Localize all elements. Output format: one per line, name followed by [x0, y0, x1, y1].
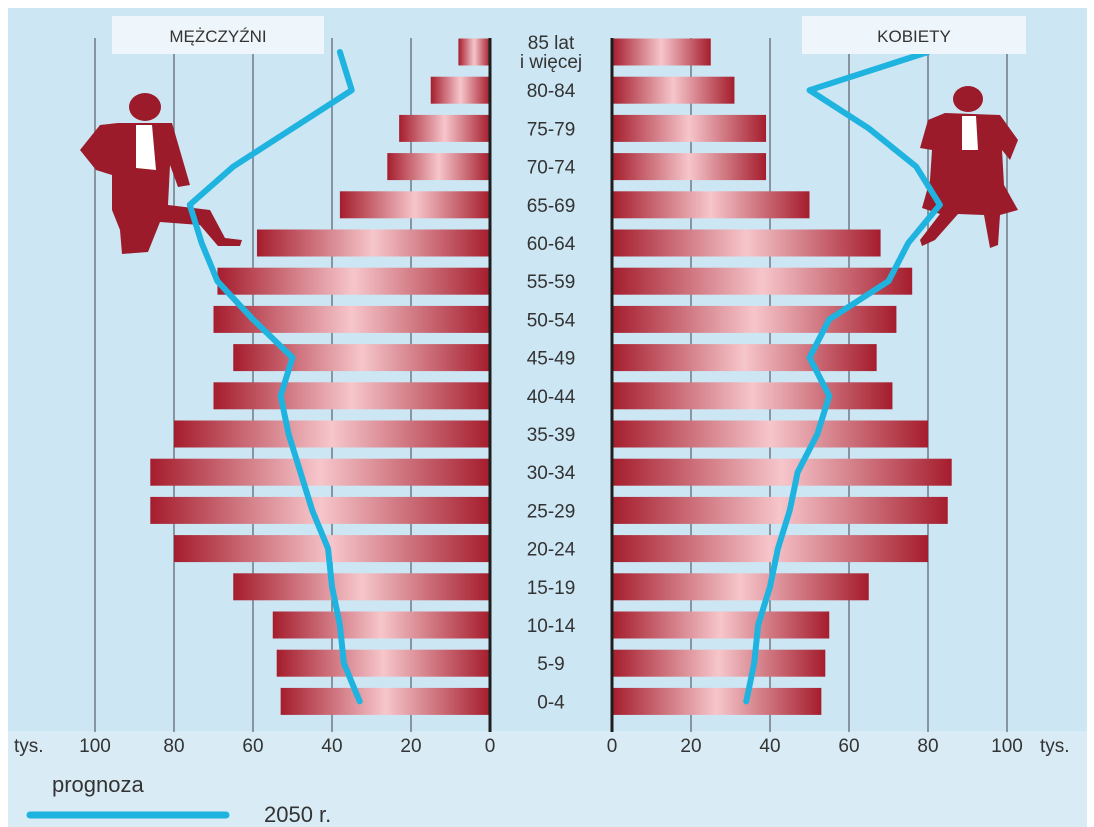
female-header: KOBIETY: [877, 27, 951, 46]
woman-figure-icon: [920, 86, 1018, 248]
age-label: 40-44: [527, 387, 576, 408]
x-tick-label-male: 20: [400, 736, 421, 757]
bar-male: [458, 38, 490, 66]
age-label: 70-74: [527, 158, 576, 179]
bar-female: [612, 267, 913, 295]
age-label: 85 lat: [528, 33, 575, 54]
bar-female: [612, 76, 735, 104]
age-label: 35-39: [527, 425, 576, 446]
bar-male: [272, 611, 490, 639]
age-label: 65-69: [527, 196, 576, 217]
x-tick-label-female: 20: [680, 736, 701, 757]
x-unit-right: tys.: [1040, 736, 1070, 757]
bar-female: [612, 229, 881, 257]
bar-male: [150, 496, 491, 524]
bar-female: [612, 191, 810, 219]
bar-male: [150, 458, 491, 486]
male-header: MĘŻCZYŹNI: [169, 27, 266, 46]
bar-female: [612, 496, 948, 524]
x-tick-label-male: 80: [163, 736, 184, 757]
age-label-line2: i więcej: [520, 52, 582, 73]
x-tick-label-female: 60: [838, 736, 859, 757]
age-label: 0-4: [537, 692, 565, 713]
bar-female: [612, 611, 830, 639]
bar-female: [612, 535, 928, 563]
age-label: 5-9: [537, 654, 564, 675]
bar-female: [612, 344, 877, 372]
axes: [488, 38, 614, 732]
bar-male: [217, 267, 490, 295]
x-tick-label-male: 0: [485, 736, 496, 757]
age-label: 75-79: [527, 119, 576, 140]
age-label: 45-49: [527, 349, 576, 370]
bar-male: [256, 229, 490, 257]
age-label: 55-59: [527, 272, 576, 293]
bar-female: [612, 687, 822, 715]
bar-male: [174, 535, 490, 563]
age-label: 60-64: [527, 234, 576, 255]
bar-male: [233, 344, 490, 372]
legend: prognoza 2050 r.: [26, 772, 331, 827]
forecast-line-female: [743, 49, 943, 705]
bar-male: [387, 153, 490, 181]
x-tick-labels: 100 80 60 40 20 0 0 20 40 60 80 100: [79, 736, 1023, 757]
forecast-lines: [186, 49, 943, 705]
bar-male: [174, 420, 490, 448]
bar-male: [276, 649, 490, 677]
bar-male: [213, 382, 490, 410]
age-label: 15-19: [527, 578, 576, 599]
x-tick-label-female: 0: [607, 736, 618, 757]
bar-female: [612, 573, 869, 601]
age-label: 10-14: [527, 616, 576, 637]
x-tick-label-male: 100: [79, 736, 111, 757]
x-tick-label-female: 100: [991, 736, 1023, 757]
man-figure-icon: [80, 93, 242, 254]
bar-female: [612, 114, 767, 142]
bar-female: [612, 420, 928, 448]
female-header-box: [802, 16, 1026, 54]
bar-female: [612, 382, 893, 410]
bar-male: [233, 573, 490, 601]
x-tick-label-male: 40: [321, 736, 342, 757]
bar-male: [280, 687, 490, 715]
bar-female: [612, 649, 826, 677]
bar-female: [612, 38, 711, 66]
x-unit-left: tys.: [14, 736, 44, 757]
x-tick-label-female: 80: [917, 736, 938, 757]
age-label: 30-34: [527, 463, 576, 484]
age-label: 80-84: [527, 81, 576, 102]
bar-female: [612, 305, 897, 333]
legend-year: 2050 r.: [264, 802, 331, 827]
forecast-line-male: [186, 49, 363, 705]
bar-male: [399, 114, 490, 142]
bar-female: [612, 458, 952, 486]
bar-male: [339, 191, 490, 219]
x-tick-label-female: 40: [759, 736, 780, 757]
plot-background: [8, 8, 1087, 731]
age-label: 20-24: [527, 540, 576, 561]
bar-male: [430, 76, 490, 104]
legend-background: [8, 731, 1087, 827]
bar-female: [612, 153, 767, 181]
male-header-box: [112, 16, 324, 54]
x-tick-label-male: 60: [242, 736, 263, 757]
age-label: 50-54: [527, 310, 576, 331]
legend-label: prognoza: [52, 772, 145, 797]
age-label: 25-29: [527, 501, 576, 522]
